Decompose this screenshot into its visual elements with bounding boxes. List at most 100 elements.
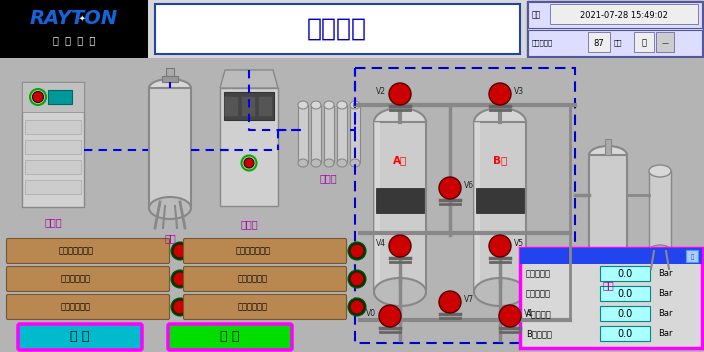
Text: V6: V6 — [464, 181, 474, 189]
Text: 不锈钢薄板模式: 不锈钢薄板模式 — [58, 246, 94, 256]
Text: 空压机: 空压机 — [44, 217, 62, 227]
Text: V2: V2 — [376, 87, 386, 95]
Circle shape — [348, 242, 366, 260]
Bar — [686, 250, 698, 262]
Text: 铝板厚板模式: 铝板厚板模式 — [238, 275, 268, 283]
Circle shape — [173, 272, 187, 285]
Text: 星期: 星期 — [614, 40, 622, 46]
Bar — [220, 88, 278, 206]
Circle shape — [171, 270, 189, 288]
Bar — [355, 68, 575, 343]
FancyBboxPatch shape — [184, 266, 346, 291]
Text: 冷干机: 冷干机 — [240, 219, 258, 229]
FancyBboxPatch shape — [184, 295, 346, 320]
Text: —: — — [662, 40, 669, 46]
Bar — [25, 120, 81, 134]
Ellipse shape — [589, 146, 627, 164]
Circle shape — [351, 245, 363, 258]
Bar — [528, 2, 702, 28]
Text: 碳钢薄板模式: 碳钢薄板模式 — [61, 302, 91, 312]
Bar — [474, 122, 480, 292]
Text: 储罐: 储罐 — [602, 280, 614, 290]
Circle shape — [351, 301, 363, 314]
Text: Bar: Bar — [658, 309, 672, 319]
FancyBboxPatch shape — [6, 295, 170, 320]
Text: B塔: B塔 — [493, 155, 507, 165]
Bar — [25, 140, 81, 154]
Circle shape — [351, 272, 363, 285]
Circle shape — [173, 301, 187, 314]
Circle shape — [389, 235, 411, 257]
Circle shape — [489, 235, 511, 257]
Text: Bar: Bar — [658, 329, 672, 339]
Bar — [25, 180, 81, 194]
Text: 锐  砼  科  技: 锐 砼 科 技 — [53, 35, 95, 45]
Text: 日期: 日期 — [532, 11, 541, 19]
Ellipse shape — [311, 101, 321, 109]
Circle shape — [32, 92, 44, 102]
Ellipse shape — [589, 266, 627, 284]
Text: B塔压力：: B塔压力： — [526, 329, 552, 339]
Text: 铝板薄板模式: 铝板薄板模式 — [61, 275, 91, 283]
Ellipse shape — [149, 197, 191, 219]
Polygon shape — [220, 70, 278, 88]
Ellipse shape — [311, 159, 321, 167]
Text: 87: 87 — [593, 38, 604, 48]
Ellipse shape — [350, 101, 360, 109]
Bar — [600, 306, 650, 321]
Circle shape — [348, 270, 366, 288]
Ellipse shape — [324, 159, 334, 167]
Text: 一: 一 — [641, 38, 646, 48]
Text: 流程界面: 流程界面 — [307, 17, 367, 41]
Text: V1: V1 — [524, 308, 534, 318]
Text: Bar: Bar — [658, 289, 672, 298]
Bar — [589, 155, 627, 275]
Bar — [22, 82, 84, 112]
Ellipse shape — [374, 278, 426, 306]
Text: 回: 回 — [691, 254, 693, 260]
Bar — [527, 1, 703, 57]
Circle shape — [173, 245, 187, 258]
Ellipse shape — [474, 278, 526, 306]
Circle shape — [244, 158, 254, 168]
Bar — [166, 68, 174, 82]
Bar — [324, 105, 334, 163]
Bar — [634, 32, 654, 52]
Bar — [649, 171, 671, 251]
Text: 储罐: 储罐 — [164, 233, 176, 243]
Text: A塔: A塔 — [393, 155, 407, 165]
Bar — [0, 0, 148, 58]
Text: 0.0: 0.0 — [617, 309, 633, 319]
Bar — [162, 76, 178, 82]
Bar — [376, 188, 424, 213]
Bar — [474, 122, 526, 292]
Circle shape — [499, 305, 521, 327]
Ellipse shape — [149, 79, 191, 97]
Ellipse shape — [298, 159, 308, 167]
Circle shape — [379, 305, 401, 327]
Ellipse shape — [374, 108, 426, 136]
FancyBboxPatch shape — [6, 266, 170, 291]
Ellipse shape — [337, 159, 347, 167]
Text: 空气压力：: 空气压力： — [526, 270, 551, 278]
Circle shape — [489, 83, 511, 105]
Ellipse shape — [298, 101, 308, 109]
Bar — [600, 326, 650, 341]
Bar — [528, 30, 702, 56]
Ellipse shape — [649, 245, 671, 257]
Bar — [0, 0, 704, 58]
Text: V3: V3 — [514, 87, 524, 95]
Bar — [605, 139, 611, 155]
Text: V5: V5 — [514, 239, 524, 247]
Bar — [600, 266, 650, 281]
Text: RAYTON: RAYTON — [30, 8, 118, 27]
Bar — [337, 105, 347, 163]
Text: 启 动: 启 动 — [220, 331, 239, 344]
Ellipse shape — [649, 165, 671, 177]
Circle shape — [439, 291, 461, 313]
Bar — [25, 160, 81, 174]
Circle shape — [171, 298, 189, 316]
Ellipse shape — [324, 101, 334, 109]
Circle shape — [171, 242, 189, 260]
Bar — [350, 105, 360, 163]
